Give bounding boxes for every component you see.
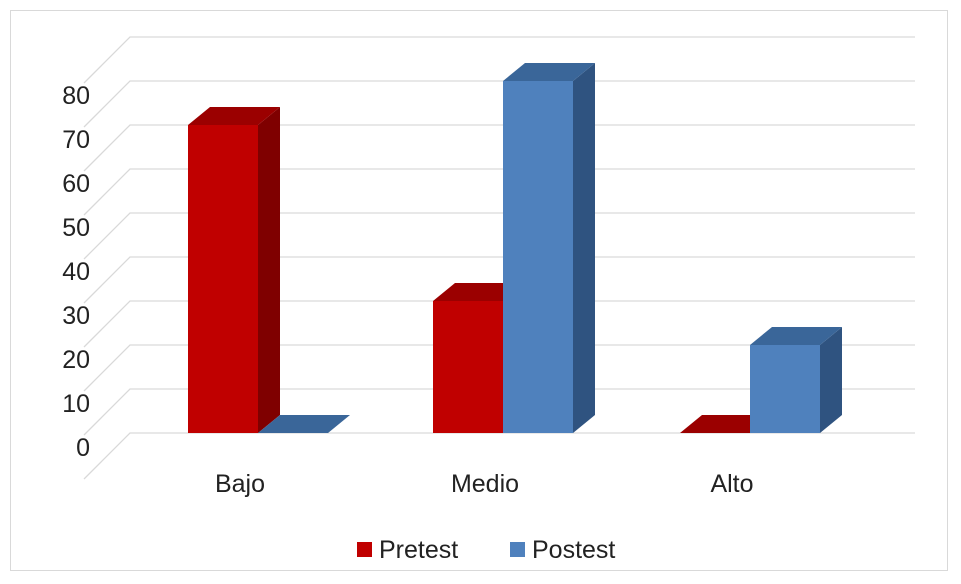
bar-front bbox=[750, 345, 820, 433]
bar-front bbox=[188, 125, 258, 433]
gridline bbox=[83, 212, 915, 260]
gridline bbox=[83, 36, 915, 84]
y-tick-label: 0 bbox=[76, 434, 90, 462]
bar-pretest-alto bbox=[680, 415, 772, 433]
y-tick-label: 40 bbox=[62, 258, 90, 286]
bar-side bbox=[820, 327, 842, 433]
bar-top bbox=[188, 107, 280, 125]
bar-top bbox=[680, 415, 772, 433]
gridline bbox=[83, 256, 915, 304]
gridline bbox=[83, 80, 915, 128]
legend-label-postest: Postest bbox=[532, 536, 615, 564]
bar-side bbox=[258, 107, 280, 433]
legend-swatch-pretest bbox=[357, 542, 372, 557]
y-tick-label: 60 bbox=[62, 170, 90, 198]
category-label: Alto bbox=[710, 470, 753, 498]
bar-top bbox=[258, 415, 350, 433]
gridlines bbox=[83, 36, 915, 480]
bar-side bbox=[573, 63, 595, 433]
bar-front bbox=[503, 81, 573, 433]
category-label: Bajo bbox=[215, 470, 265, 498]
bar-top bbox=[750, 327, 842, 345]
bar-top bbox=[433, 283, 525, 301]
gridline bbox=[83, 168, 915, 216]
bars bbox=[188, 63, 842, 433]
legend: Pretest Postest bbox=[357, 536, 615, 564]
bar-postest-bajo bbox=[258, 415, 350, 433]
bar-pretest-bajo bbox=[188, 107, 280, 433]
legend-label-pretest: Pretest bbox=[379, 536, 458, 564]
y-tick-label: 20 bbox=[62, 346, 90, 374]
y-axis-ticks: 0 10 20 30 40 50 60 70 80 bbox=[62, 82, 90, 462]
gridline bbox=[83, 300, 915, 348]
legend-swatch-postest bbox=[510, 542, 525, 557]
bar-postest-alto bbox=[750, 327, 842, 433]
gridline bbox=[83, 124, 915, 172]
y-tick-label: 80 bbox=[62, 82, 90, 110]
bar-top bbox=[503, 63, 595, 81]
x-axis-categories: Bajo Medio Alto bbox=[215, 470, 754, 498]
y-tick-label: 30 bbox=[62, 302, 90, 330]
gridline bbox=[83, 432, 915, 480]
gridline bbox=[83, 388, 915, 436]
bar-postest-medio bbox=[503, 63, 595, 433]
bar-front bbox=[433, 301, 503, 433]
category-label: Medio bbox=[451, 470, 519, 498]
gridline bbox=[83, 344, 915, 392]
y-tick-label: 70 bbox=[62, 126, 90, 154]
y-tick-label: 10 bbox=[62, 390, 90, 418]
y-tick-label: 50 bbox=[62, 214, 90, 242]
